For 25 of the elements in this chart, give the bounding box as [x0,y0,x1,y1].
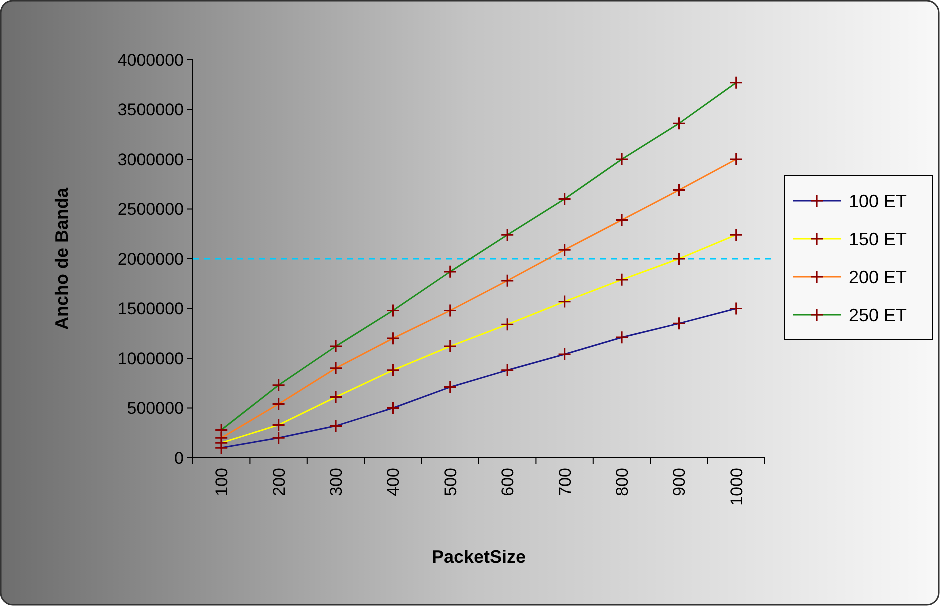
x-tick-label: 900 [670,468,690,496]
y-tick-label: 2000000 [118,250,184,269]
x-tick-label: 100 [212,468,232,496]
y-tick-label: 3500000 [118,100,184,120]
y-tick-label: 1000000 [118,349,184,368]
x-tick-label: 400 [384,468,404,496]
y-tick-label: 500000 [127,399,184,418]
x-axis-title: PacketSize [432,547,526,567]
x-tick-label: 800 [612,468,632,496]
y-tick-label: 1500000 [118,300,184,319]
y-tick-label: 3000000 [118,150,184,170]
y-tick-label: 2500000 [118,200,184,220]
x-tick-label: 700 [556,468,575,496]
x-tick-label: 300 [326,468,346,496]
x-tick-label: 500 [441,468,460,496]
y-tick-label: 0 [174,448,184,468]
legend-label: 150 ET [849,229,908,250]
legend-label: 100 ET [849,191,908,212]
y-tick-label: 4000000 [118,50,184,70]
x-tick-label: 600 [498,468,518,496]
legend-label: 250 ET [849,305,908,326]
x-tick-label: 200 [270,468,289,496]
legend-label: 200 ET [849,267,908,288]
y-axis-title: Ancho de Banda [52,187,72,330]
x-tick-label: 1000 [727,468,746,506]
